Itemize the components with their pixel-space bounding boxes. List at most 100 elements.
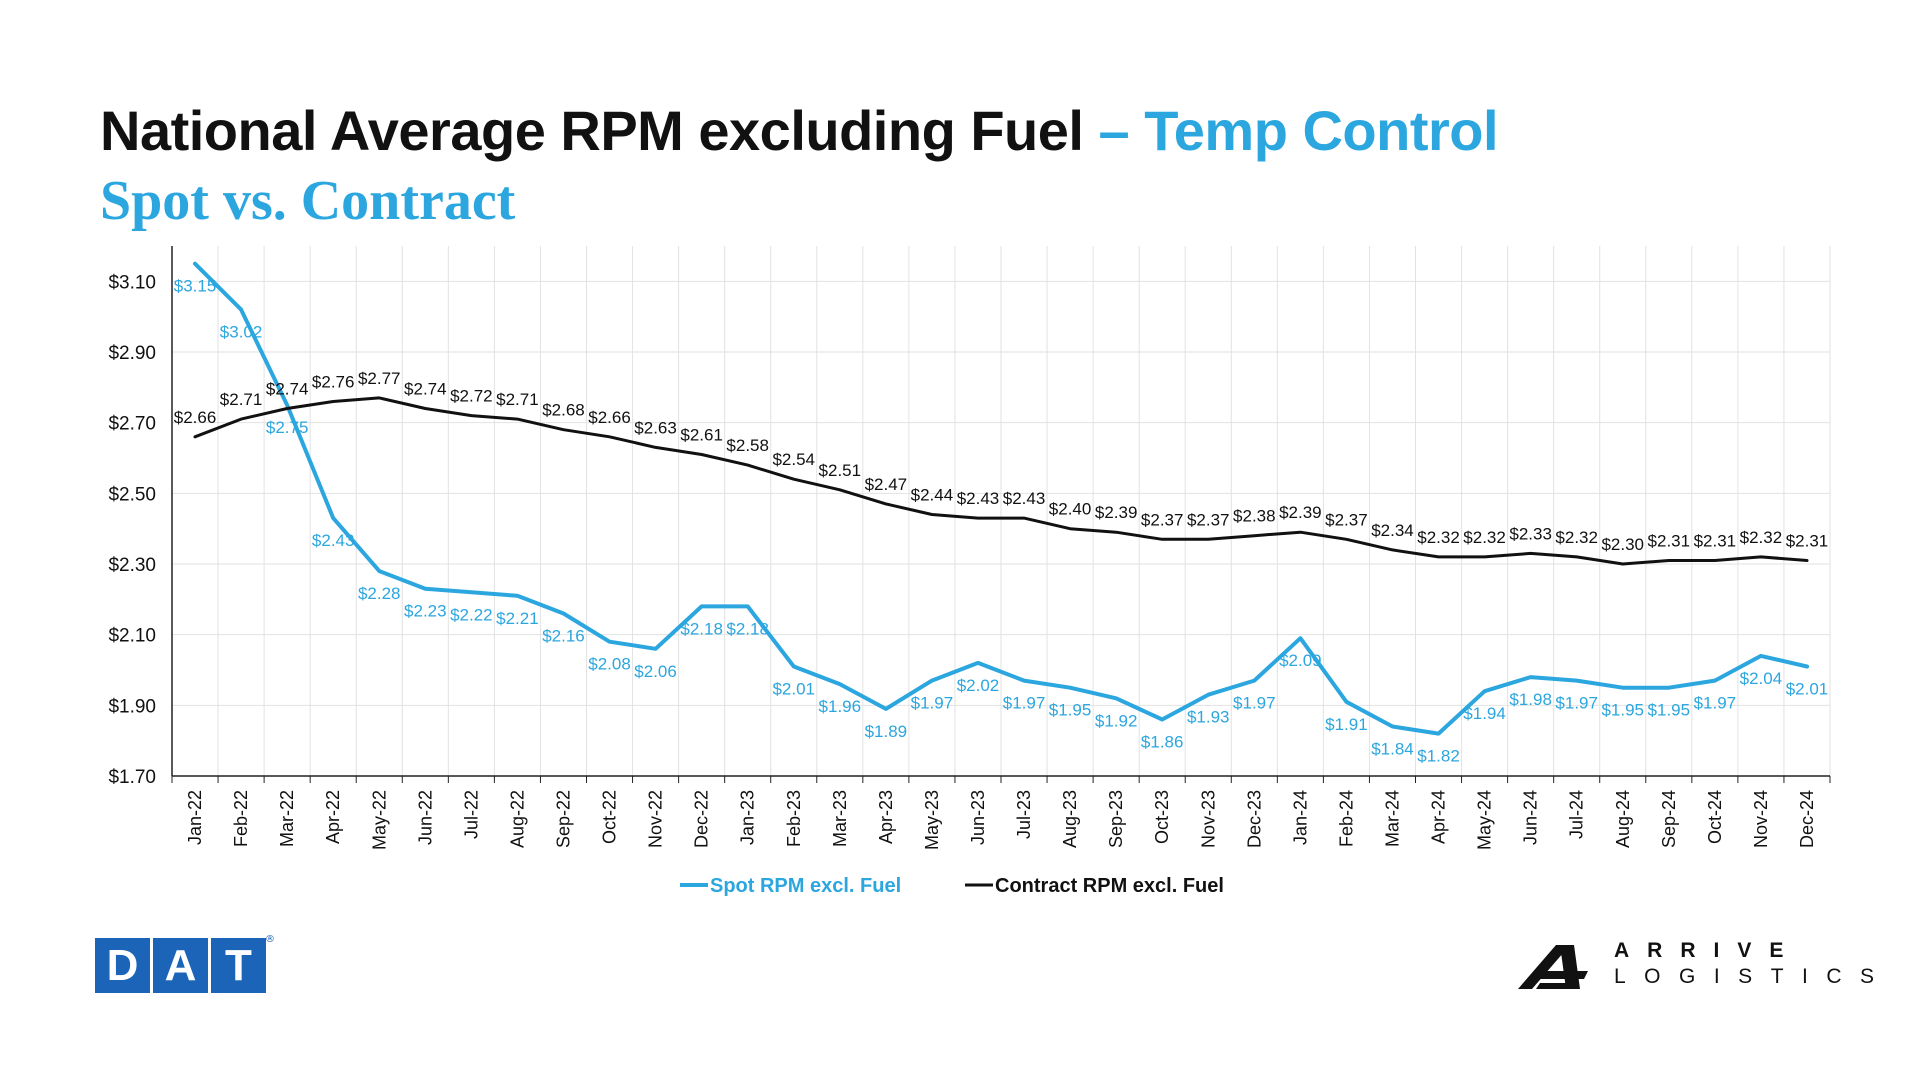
x-tick-label: Nov-22 (646, 790, 666, 848)
spot-data-label: $1.91 (1325, 715, 1368, 734)
x-tick-label: Jul-23 (1014, 790, 1034, 839)
spot-data-label: $1.89 (865, 722, 908, 741)
x-tick-label: Feb-24 (1336, 790, 1356, 847)
page-title: National Average RPM excluding Fuel – Te… (100, 98, 1499, 164)
chart-data-labels: $3.15 $3.02 $2.75 $2.43 $2.28$2.23 $2.22 $2.21… (174, 277, 1828, 766)
contract-data-label: $2.76 (312, 372, 355, 391)
spot-series-line (193, 261, 1809, 736)
spot-data-label: $2.02 (957, 676, 1000, 695)
contract-data-label: $2.77 (358, 369, 401, 388)
contract-data-label: $2.71 (220, 390, 263, 409)
contract-data-label: $2.32 (1740, 528, 1783, 547)
contract-data-label: $2.32 (1555, 528, 1598, 547)
legend-item-spot-label: Spot RPM excl. Fuel (710, 875, 901, 897)
contract-data-label: $2.32 (1417, 528, 1460, 547)
contract-data-label: $2.34 (1371, 521, 1414, 540)
x-tick-label: Jan-23 (738, 790, 758, 845)
contract-data-label: $2.43 (957, 489, 1000, 508)
spot-data-label: $2.23 (404, 602, 447, 621)
x-tick-label: Oct-24 (1705, 790, 1725, 844)
x-tick-label: Sep-24 (1659, 790, 1679, 848)
contract-data-label: $2.66 (588, 408, 631, 427)
y-tick-label: $2.90 (108, 343, 156, 364)
dat-logo: D A T ® (95, 934, 275, 993)
x-tick-label: Dec-24 (1797, 790, 1817, 848)
contract-data-label: $2.68 (542, 401, 585, 420)
x-tick-label: Jun-24 (1521, 790, 1541, 845)
x-tick-label: Sep-22 (553, 790, 573, 848)
chart-legend: Spot RPM excl. Fuel Contract RPM excl. Fu… (680, 875, 1224, 897)
spot-data-label: $2.06 (634, 662, 677, 681)
x-tick-label: Aug-24 (1613, 790, 1633, 848)
x-tick-label: Jul-22 (461, 790, 481, 839)
x-tick-label: Mar-22 (277, 790, 297, 847)
x-tick-label: Jul-24 (1567, 790, 1587, 839)
spot-data-label: $2.04 (1740, 669, 1783, 688)
y-tick-label: $3.10 (108, 272, 156, 293)
x-tick-label: Mar-23 (830, 790, 850, 847)
spot-data-label: $2.16 (542, 626, 585, 645)
x-tick-label: Feb-23 (784, 790, 804, 847)
spot-data-label: $1.95 (1601, 701, 1644, 720)
x-tick-label: Aug-22 (507, 790, 527, 848)
y-tick-label: $2.70 (108, 414, 156, 435)
arrive-wordmark: ARRIVE (1614, 939, 1802, 962)
contract-data-label: $2.66 (174, 408, 217, 427)
contract-data-label: $2.61 (680, 425, 723, 444)
spot-data-label: $1.97 (1694, 694, 1737, 713)
x-tick-label: Nov-23 (1198, 790, 1218, 848)
contract-data-label: $2.63 (634, 418, 677, 437)
x-tick-label: Apr-22 (323, 790, 343, 844)
x-tick-label: Feb-22 (231, 790, 251, 847)
title-main: National Average RPM excluding Fuel (100, 99, 1084, 162)
dat-logo-letter: T (211, 938, 266, 993)
spot-data-label: $3.15 (174, 277, 217, 296)
legend-item-contract-label: Contract RPM excl. Fuel (995, 875, 1224, 897)
x-tick-label: Sep-23 (1106, 790, 1126, 848)
x-tick-label: Apr-24 (1429, 790, 1449, 844)
spot-data-label: $1.93 (1187, 708, 1230, 727)
x-tick-label: Oct-22 (600, 790, 620, 844)
contract-data-label: $2.72 (450, 387, 493, 406)
spot-data-label: $1.82 (1417, 747, 1460, 766)
spot-data-label: $1.97 (1555, 694, 1598, 713)
x-tick-label: Apr-23 (876, 790, 896, 844)
contract-data-label: $2.51 (819, 461, 862, 480)
title-accent: – Temp Control (1098, 99, 1499, 162)
contract-data-label: $2.30 (1601, 535, 1644, 554)
contract-data-label: $2.74 (404, 380, 447, 399)
x-tick-label: Aug-23 (1060, 790, 1080, 848)
contract-data-label: $2.40 (1049, 500, 1092, 519)
contract-data-label: $2.44 (911, 486, 954, 505)
spot-data-label: $1.94 (1463, 704, 1506, 723)
x-tick-label: Oct-23 (1152, 790, 1172, 844)
contract-data-label: $2.37 (1141, 510, 1184, 529)
dat-logo-letter: A (153, 938, 208, 993)
contract-data-label: $2.32 (1463, 528, 1506, 547)
spot-data-label: $2.22 (450, 605, 493, 624)
spot-data-label: $1.95 (1049, 701, 1092, 720)
spot-data-label: $3.02 (220, 323, 263, 342)
x-tick-label: Jun-22 (415, 790, 435, 845)
spot-data-label: $1.97 (1003, 694, 1046, 713)
spot-data-label: $2.18 (726, 619, 769, 638)
y-tick-label: $2.10 (108, 626, 156, 647)
contract-data-label: $2.31 (1648, 531, 1691, 550)
spot-data-label: $1.92 (1095, 711, 1138, 730)
y-tick-label: $1.70 (108, 767, 156, 788)
page-subtitle: Spot vs. Contract (100, 170, 516, 232)
contract-data-label: $2.39 (1279, 503, 1322, 522)
contract-data-label: $2.71 (496, 390, 539, 409)
spot-data-label: $2.08 (588, 655, 631, 674)
spot-data-label: $2.09 (1279, 651, 1322, 670)
spot-data-label: $2.28 (358, 584, 401, 603)
contract-data-label: $2.38 (1233, 507, 1276, 526)
contract-data-label: $2.31 (1786, 531, 1829, 550)
chart-axes: $1.70 $1.90 $2.10 $2.30 $2.50 $2.70 $2.90 $3.10… (108, 246, 1831, 850)
x-tick-label: Mar-24 (1382, 790, 1402, 847)
contract-data-label: $2.37 (1187, 510, 1230, 529)
y-tick-label: $2.50 (108, 484, 156, 505)
x-tick-label: Dec-22 (692, 790, 712, 848)
spot-data-label: $1.95 (1648, 701, 1691, 720)
